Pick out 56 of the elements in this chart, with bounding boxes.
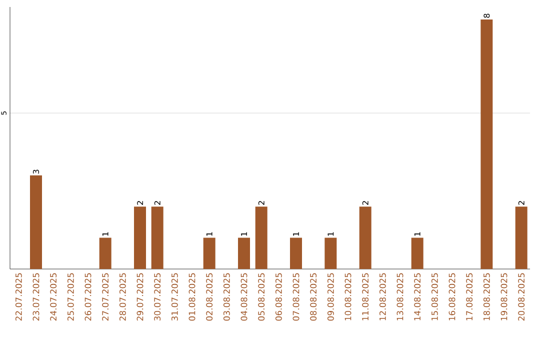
bar xyxy=(255,206,268,269)
x-tick-label: 23.07.2025 xyxy=(32,273,40,321)
bar xyxy=(480,19,493,269)
x-tick-label: 20.08.2025 xyxy=(518,273,525,321)
x-tick-label: 03.08.2025 xyxy=(223,273,230,321)
x-tick-label: 30.07.2025 xyxy=(154,273,161,321)
x-tick-label: 10.08.2025 xyxy=(344,273,352,320)
data-label: 2 xyxy=(518,201,524,205)
bar xyxy=(290,238,302,269)
data-label: 1 xyxy=(102,232,108,236)
bar xyxy=(134,206,146,269)
x-tick-label: 15.08.2025 xyxy=(431,273,438,320)
x-tick-label: 06.08.2025 xyxy=(275,273,282,321)
data-label: 3 xyxy=(32,170,40,174)
data-label: 2 xyxy=(137,201,143,205)
x-tick-label: 18.08.2025 xyxy=(483,273,490,320)
x-tick-label: 08.08.2025 xyxy=(310,273,317,321)
x-tick-label: 27.07.2025 xyxy=(102,273,109,321)
data-label: 1 xyxy=(206,232,212,236)
x-tick-label: 22.07.2025 xyxy=(15,273,22,321)
data-label: 1 xyxy=(328,232,334,236)
x-tick-label: 05.08.2025 xyxy=(258,273,265,321)
x-tick-label: 16.08.2025 xyxy=(448,273,456,320)
bar xyxy=(238,238,250,269)
x-tick-label: 13.08.2025 xyxy=(396,273,404,320)
data-label: 2 xyxy=(258,201,264,205)
x-tick-label: 24.07.2025 xyxy=(50,273,57,321)
data-label: 1 xyxy=(414,232,420,236)
data-label: 1 xyxy=(293,232,299,236)
x-tick-label: 09.08.2025 xyxy=(327,273,334,321)
x-tick-label: 01.08.2025 xyxy=(188,273,196,321)
bar xyxy=(411,238,424,269)
data-label: 1 xyxy=(241,232,247,236)
data-label: 8 xyxy=(484,14,490,18)
bar xyxy=(203,238,216,269)
x-tick-label: 28.07.2025 xyxy=(119,273,126,321)
x-tick-label: 12.08.2025 xyxy=(379,273,386,320)
x-tick-label: 26.07.2025 xyxy=(84,273,92,321)
bar xyxy=(359,206,372,269)
x-tick-label: 25.07.2025 xyxy=(67,273,74,321)
x-tick-label: 29.07.2025 xyxy=(136,273,144,321)
x-tick-label: 14.08.2025 xyxy=(414,273,421,320)
x-tick-label: 04.08.2025 xyxy=(240,273,248,321)
bar xyxy=(324,238,337,269)
bar xyxy=(515,206,528,269)
data-label: 2 xyxy=(362,201,368,205)
data-label: 2 xyxy=(154,201,160,205)
bar xyxy=(99,238,112,269)
x-tick-label: 02.08.2025 xyxy=(206,273,213,321)
x-tick-label: 17.08.2025 xyxy=(466,273,473,320)
x-tick-label: 07.08.2025 xyxy=(292,273,300,321)
bar xyxy=(30,175,42,269)
x-tick-label: 19.08.2025 xyxy=(500,273,508,320)
x-tick-label: 31.07.2025 xyxy=(171,273,178,321)
bar xyxy=(151,206,164,269)
x-tick-label: 11.08.2025 xyxy=(362,273,369,320)
